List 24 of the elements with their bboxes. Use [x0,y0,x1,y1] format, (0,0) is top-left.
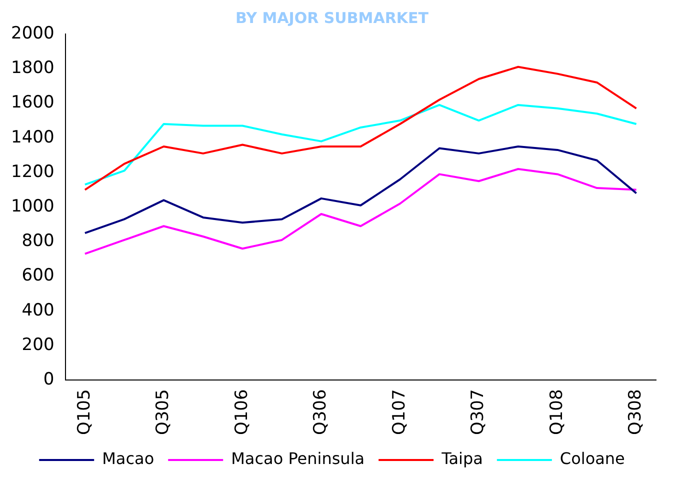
x-tick-label: Q105 [74,389,94,436]
legend-label: Taipa [440,449,483,468]
x-tick-label: Q306 [310,389,331,436]
x-tick-label: Q107 [389,389,410,436]
y-tick-label: 400 [22,300,54,320]
chart-title: BY MAJOR SUBMARKET [236,8,430,27]
y-tick-label: 1800 [11,58,54,78]
y-tick-label: 1600 [11,92,54,113]
y-tick-label: 200 [22,334,54,355]
x-tick-label: Q305 [153,389,174,436]
y-tick-label: 1400 [11,127,54,148]
y-tick-label: 2000 [11,23,54,44]
legend-label: Coloane [560,449,625,468]
y-tick-label: 1200 [11,162,54,182]
y-tick-label: 0 [43,370,54,390]
x-tick-label: Q308 [626,389,646,436]
x-tick-label: Q108 [546,389,567,436]
y-tick-label: 1000 [11,196,54,217]
legend-label: Macao Peninsula [231,449,365,468]
x-tick-label: Q106 [232,389,252,436]
y-tick-label: 600 [22,266,54,286]
legend-label: Macao [102,449,154,468]
y-tick-label: 800 [22,231,54,252]
x-tick-label: Q307 [468,389,488,436]
